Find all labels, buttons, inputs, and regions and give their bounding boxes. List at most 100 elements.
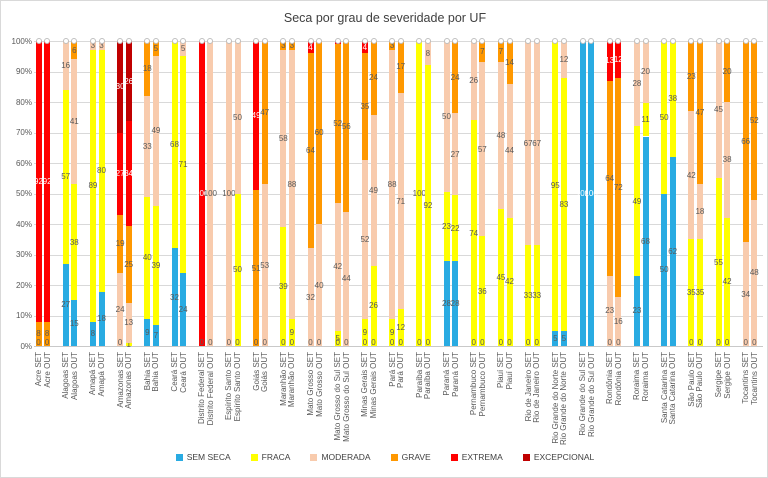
bar-segment-moderada [742, 242, 749, 346]
data-label: 19 [115, 239, 125, 249]
x-axis-label: Ceará SET [170, 352, 179, 392]
data-label: 74 [469, 228, 479, 238]
data-label: 48 [749, 268, 759, 278]
bar-segment-moderada [688, 111, 695, 240]
data-label: 80 [97, 166, 106, 176]
baseline-zero-label: 0 [425, 338, 431, 347]
data-label: 20 [641, 67, 650, 77]
bar-segment-grave [261, 41, 268, 185]
x-axis-label: Rio de Janeiro OUT [532, 352, 542, 423]
data-label: 32 [306, 292, 315, 302]
bar-segment-extrema [361, 41, 368, 54]
baseline-zero-label: 0 [262, 338, 267, 347]
bar-top-marker-icon [497, 38, 504, 44]
x-axis-label: Mato Grosso do Sul OUT [341, 352, 351, 442]
baseline-zero-label: 0 [389, 338, 395, 347]
bar-segment-fraca [180, 56, 187, 273]
bar-segment-fraca [234, 193, 241, 346]
bar-segment-fraca [533, 245, 540, 346]
data-label: 100 [222, 189, 236, 198]
bar-segment-grave [452, 41, 459, 114]
data-label: 100 [584, 189, 598, 198]
bar-top-marker-icon [144, 38, 151, 44]
bar-top-marker-icon [724, 38, 731, 44]
bar-segment-moderada [397, 92, 404, 310]
data-label: 66 [741, 137, 751, 147]
bar-segment-moderada [62, 41, 69, 90]
data-label: 23 [442, 222, 451, 232]
bar-segment-extrema [35, 41, 42, 322]
bar-segment-sem-seca [552, 330, 559, 346]
data-label: 35 [695, 288, 705, 298]
bar-top-marker-icon [261, 38, 268, 44]
bar-segment-extrema [307, 41, 314, 54]
bar-segment-moderada [443, 41, 450, 192]
data-label: 92 [34, 176, 43, 186]
bar-top-marker-icon [171, 38, 178, 44]
data-label: 4 [362, 42, 368, 52]
bar-segment-extrema [44, 41, 51, 322]
data-label: 34 [124, 168, 134, 178]
x-axis-label: Piauí OUT [505, 352, 514, 390]
bar-segment-fraca [125, 342, 132, 346]
bar-segment-sem-seca [669, 156, 676, 346]
data-label: 13 [124, 318, 134, 328]
data-label: 42 [333, 262, 343, 272]
x-axis-label: Espírito Santo OUT [233, 352, 242, 422]
data-label: 100 [203, 189, 217, 198]
x-axis-label: Distrito Federal OUT [205, 352, 215, 426]
baseline-zero-label: 0 [480, 338, 485, 347]
data-label: 38 [668, 94, 678, 104]
bar-segment-moderada [334, 202, 341, 331]
bar-segment-moderada [479, 62, 486, 237]
bar-segment-moderada [506, 83, 513, 218]
bar-top-marker-icon [696, 38, 703, 44]
bar-top-marker-icon [98, 38, 105, 44]
legend-swatch-icon [450, 453, 458, 461]
bar-segment-moderada [307, 248, 314, 346]
bar-segment-grave [307, 53, 314, 249]
legend-label: EXCEPCIONAL [533, 452, 595, 462]
baseline-zero-label: 0 [344, 338, 349, 347]
bar-segment-fraca [98, 50, 105, 292]
data-label: 7 [153, 330, 159, 340]
data-label: 71 [178, 160, 188, 170]
bar-top-marker-icon [479, 38, 486, 44]
data-label: 44 [341, 274, 351, 284]
data-label: 17 [396, 62, 406, 72]
data-label: 53 [260, 260, 270, 270]
data-label: 26 [369, 301, 378, 311]
data-label: 27 [61, 300, 71, 310]
y-axis-tick-label: 20% [15, 280, 32, 290]
data-label: 27 [115, 169, 125, 179]
y-axis-tick-label: 10% [15, 311, 32, 320]
data-label: 92 [42, 176, 52, 186]
bar-segment-fraca [506, 217, 513, 346]
baseline-zero-label: 0 [117, 338, 123, 347]
baseline-zero-label: 0 [743, 338, 748, 347]
bar-segment-fraca [642, 102, 649, 137]
data-label: 26 [469, 76, 479, 86]
bar-top-marker-icon [642, 38, 649, 44]
x-axis-label: Santa Catarina OUT [668, 352, 678, 425]
bar-segment-fraca [724, 217, 731, 346]
bar-top-marker-icon [288, 38, 295, 44]
bar-top-marker-icon [416, 38, 423, 44]
bar-segment-fraca [661, 41, 668, 194]
bar-segment-moderada [497, 62, 504, 209]
bar-segment-grave [144, 41, 151, 96]
data-label: 3 [99, 41, 104, 51]
bar-segment-grave [343, 41, 350, 212]
x-axis-label: Distrito Federal SET [197, 352, 207, 425]
bar-segment-grave [288, 41, 295, 51]
data-label: 18 [142, 63, 152, 73]
data-label: 26 [124, 76, 134, 86]
data-label: 5 [553, 333, 558, 343]
bar-segment-excepcional [117, 41, 124, 133]
bar-top-marker-icon [343, 38, 350, 44]
x-axis-label: Goiás OUT [260, 352, 270, 393]
data-label: 49 [251, 111, 261, 121]
data-label: 100 [575, 189, 590, 198]
bar-segment-moderada [316, 224, 323, 346]
bar-segment-grave [334, 44, 341, 203]
